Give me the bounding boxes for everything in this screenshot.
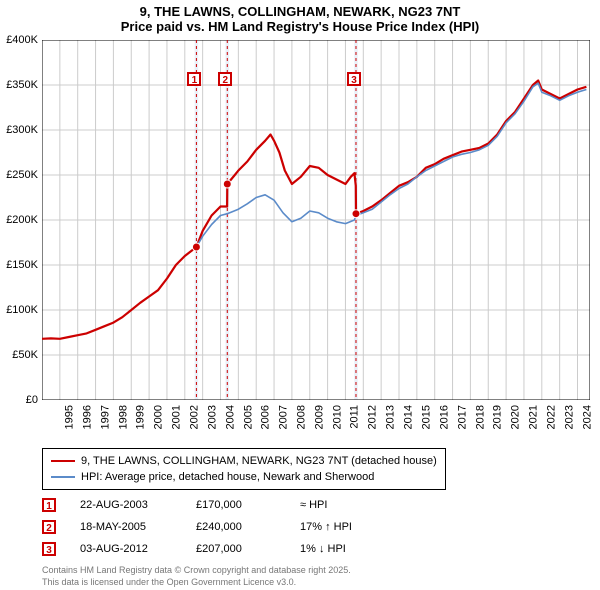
- sales-date: 22-AUG-2003: [80, 499, 172, 511]
- legend-swatch: [51, 476, 75, 478]
- footer-line-1: Contains HM Land Registry data © Crown c…: [42, 564, 351, 576]
- legend: 9, THE LAWNS, COLLINGHAM, NEWARK, NG23 7…: [42, 448, 446, 490]
- sales-row: 1 22-AUG-2003 £170,000 ≈ HPI: [42, 494, 390, 516]
- sales-table: 1 22-AUG-2003 £170,000 ≈ HPI 2 18-MAY-2005 £24…: [42, 494, 390, 560]
- x-tick-label: 1995: [63, 405, 75, 429]
- legend-label: 9, THE LAWNS, COLLINGHAM, NEWARK, NG23 7…: [81, 453, 437, 469]
- y-tick-label: £400K: [0, 34, 38, 46]
- y-tick-label: £200K: [0, 214, 38, 226]
- x-tick-label: 2003: [206, 405, 218, 429]
- sale-marker-1: 1: [187, 72, 201, 86]
- x-tick-label: 2011: [348, 405, 360, 429]
- sales-price: £207,000: [196, 543, 276, 555]
- x-tick-label: 2022: [545, 405, 557, 429]
- y-tick-label: £100K: [0, 304, 38, 316]
- x-tick-label: 2009: [313, 405, 325, 429]
- x-tick-label: 2015: [420, 405, 432, 429]
- y-tick-label: £350K: [0, 79, 38, 91]
- title-block: 9, THE LAWNS, COLLINGHAM, NEWARK, NG23 7…: [0, 0, 600, 34]
- y-tick-label: £250K: [0, 169, 38, 181]
- x-tick-label: 2021: [528, 405, 540, 429]
- sales-date: 03-AUG-2012: [80, 543, 172, 555]
- sales-marker: 1: [42, 498, 56, 512]
- y-tick-label: £0: [0, 394, 38, 406]
- legend-label: HPI: Average price, detached house, Newa…: [81, 469, 374, 485]
- x-tick-label: 2010: [331, 405, 343, 429]
- sales-price: £240,000: [196, 521, 276, 533]
- sales-rel: 17% ↑ HPI: [300, 521, 390, 533]
- x-tick-label: 2013: [385, 405, 397, 429]
- x-tick-label: 2008: [296, 405, 308, 429]
- sales-row: 2 18-MAY-2005 £240,000 17% ↑ HPI: [42, 516, 390, 538]
- x-tick-label: 2005: [242, 405, 254, 429]
- x-tick-label: 2000: [153, 405, 165, 429]
- sale-marker-2: 2: [218, 72, 232, 86]
- x-tick-label: 2001: [171, 405, 183, 429]
- sales-marker: 3: [42, 542, 56, 556]
- x-tick-label: 1997: [99, 405, 111, 429]
- legend-item: 9, THE LAWNS, COLLINGHAM, NEWARK, NG23 7…: [51, 453, 437, 469]
- chart-svg: [42, 40, 590, 400]
- sales-date: 18-MAY-2005: [80, 521, 172, 533]
- sales-rel: ≈ HPI: [300, 499, 390, 511]
- x-tick-label: 2012: [367, 405, 379, 429]
- x-tick-label: 1999: [135, 405, 147, 429]
- sales-marker: 2: [42, 520, 56, 534]
- x-tick-label: 2006: [260, 405, 272, 429]
- title-line-1: 9, THE LAWNS, COLLINGHAM, NEWARK, NG23 7…: [0, 4, 600, 19]
- x-tick-label: 2020: [510, 405, 522, 429]
- x-tick-label: 2019: [492, 405, 504, 429]
- x-tick-label: 2018: [474, 405, 486, 429]
- y-tick-label: £150K: [0, 259, 38, 271]
- legend-swatch: [51, 460, 75, 462]
- footer-line-2: This data is licensed under the Open Gov…: [42, 576, 351, 588]
- y-tick-label: £300K: [0, 124, 38, 136]
- x-tick-label: 2007: [278, 405, 290, 429]
- sale-marker-3: 3: [347, 72, 361, 86]
- footer: Contains HM Land Registry data © Crown c…: [42, 564, 351, 588]
- x-tick-label: 1996: [81, 405, 93, 429]
- page-root: 9, THE LAWNS, COLLINGHAM, NEWARK, NG23 7…: [0, 0, 600, 590]
- x-tick-label: 2014: [403, 405, 415, 429]
- chart-area: £0£50K£100K£150K£200K£250K£300K£350K£400…: [42, 40, 590, 400]
- x-tick-label: 2002: [188, 405, 200, 429]
- title-line-2: Price paid vs. HM Land Registry's House …: [0, 19, 600, 34]
- x-tick-label: 2023: [563, 405, 575, 429]
- legend-item: HPI: Average price, detached house, Newa…: [51, 469, 437, 485]
- x-tick-label: 1998: [117, 405, 129, 429]
- x-tick-label: 2024: [581, 405, 593, 429]
- x-tick-label: 2016: [438, 405, 450, 429]
- y-tick-label: £50K: [0, 349, 38, 361]
- x-tick-label: 2017: [456, 405, 468, 429]
- sales-price: £170,000: [196, 499, 276, 511]
- sales-rel: 1% ↓ HPI: [300, 543, 390, 555]
- x-tick-label: 2004: [224, 405, 236, 429]
- sales-row: 3 03-AUG-2012 £207,000 1% ↓ HPI: [42, 538, 390, 560]
